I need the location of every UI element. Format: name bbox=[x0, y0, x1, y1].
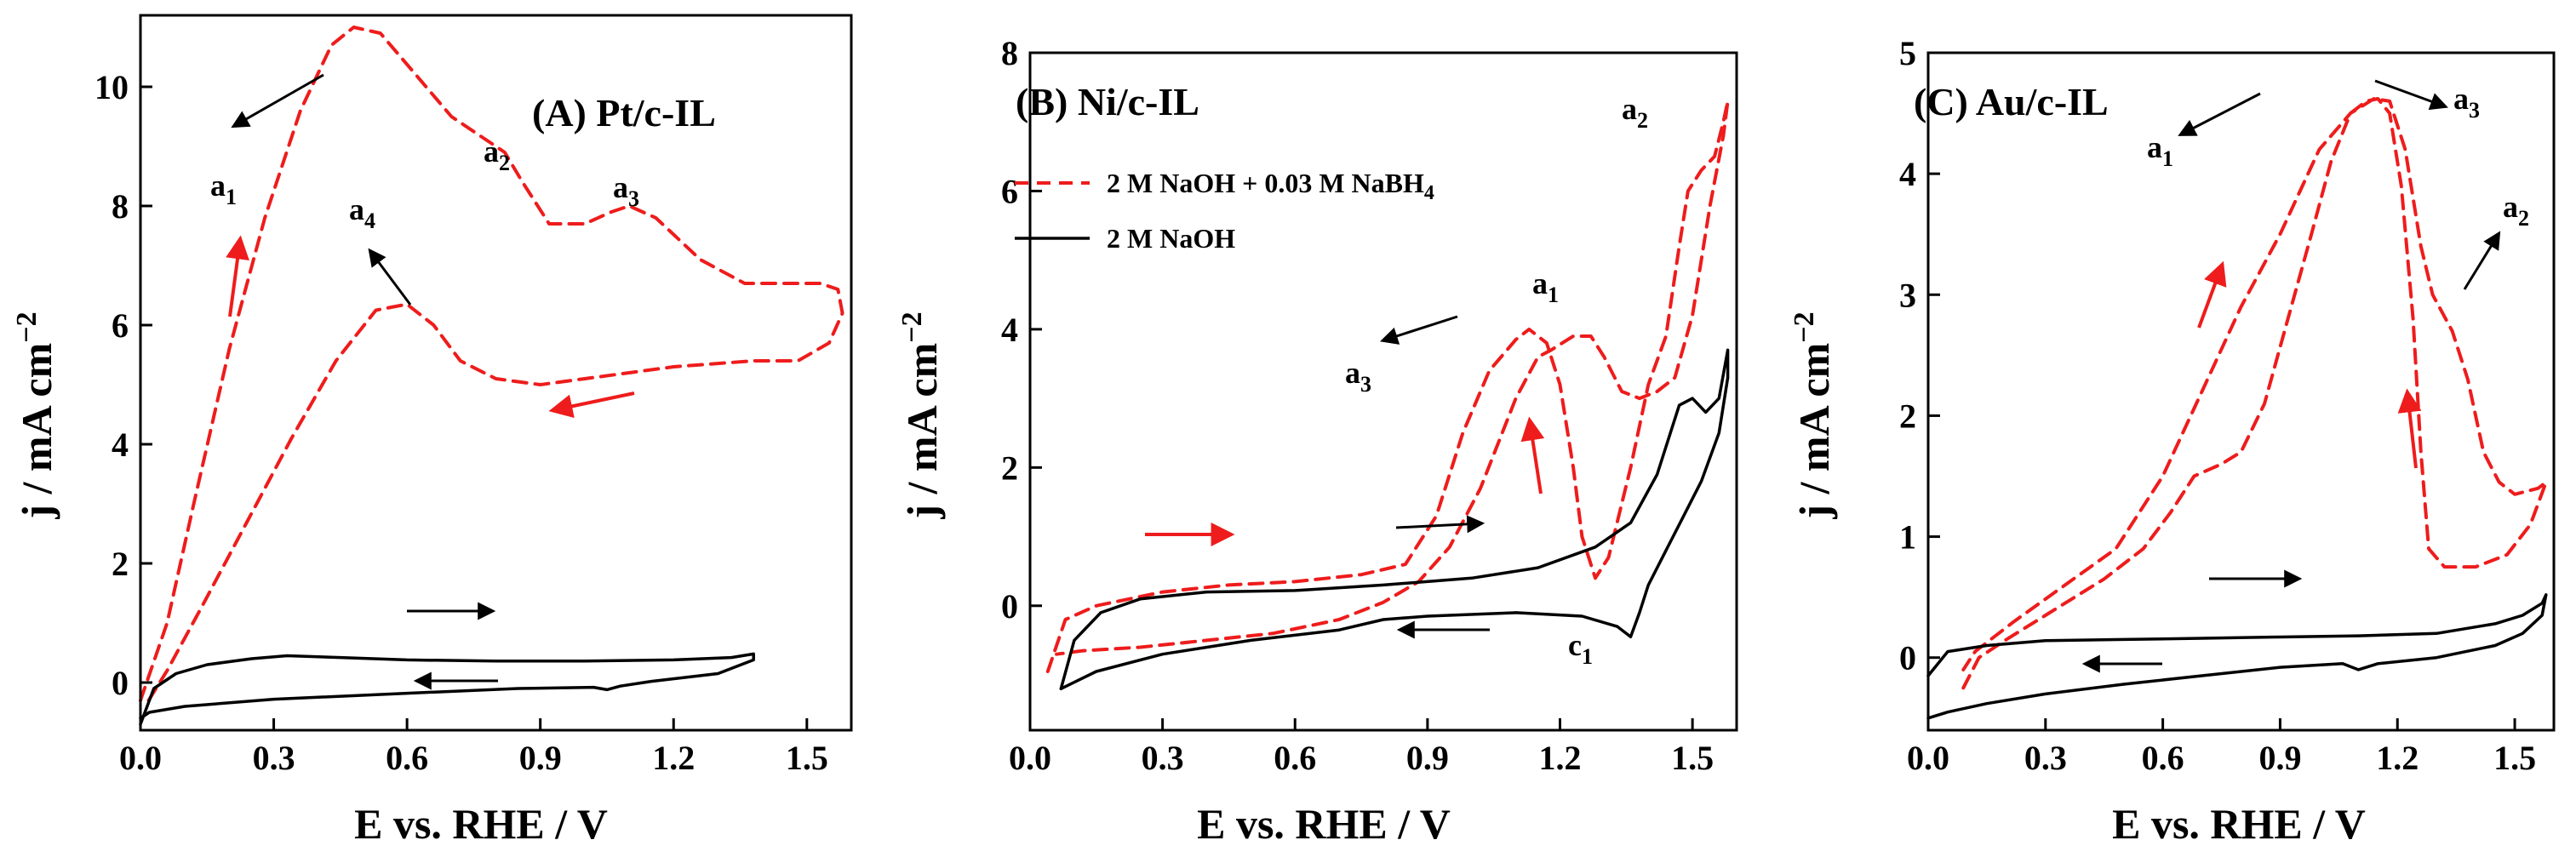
panel-c-series-black-cv bbox=[1926, 593, 2548, 720]
panel-c-x-tick-label: 0.9 bbox=[2258, 739, 2301, 777]
panel-c-label-a2: a2 bbox=[2503, 190, 2529, 231]
panel-a-label-a4: a4 bbox=[349, 192, 375, 233]
panel-a-arrow-a4 bbox=[368, 248, 412, 306]
panel-a-x-tick-label: 0.9 bbox=[519, 739, 562, 777]
panel-b-series-black-cv bbox=[1059, 348, 1730, 691]
panel-a-arrow-red-forward bbox=[226, 235, 249, 317]
panel-c-ylabel: j / mA cm−2 bbox=[1789, 311, 1838, 519]
panel-c-arrow-a1 bbox=[2178, 92, 2261, 136]
panel-c-x-tick-label: 0.6 bbox=[2142, 739, 2184, 777]
panel-c-arrow-red-forward bbox=[2197, 260, 2227, 329]
panel-b-title: (B) Ni/c-IL bbox=[1016, 80, 1199, 123]
panel-a-title: (A) Pt/c-IL bbox=[532, 91, 716, 134]
panel-c-label-a1: a1 bbox=[2147, 130, 2173, 171]
panel-c-y-tick-label: 2 bbox=[1899, 397, 1916, 435]
panel-c-x-tick-label: 1.5 bbox=[2493, 739, 2536, 777]
panel-a-x-tick-label: 1.2 bbox=[652, 739, 695, 777]
panel-a-y-tick-label: 8 bbox=[112, 187, 129, 226]
panel-b-legend: 2 M NaOH + 0.03 M NaBH4 2 M NaOH bbox=[1015, 168, 1434, 254]
panel-b-label-a2: a2 bbox=[1622, 92, 1648, 133]
panel-c-x-tick-label: 0.3 bbox=[2024, 739, 2067, 777]
panel-a-plot-frame bbox=[139, 14, 853, 732]
panel-b-series-red-cv bbox=[1045, 99, 1730, 673]
panel-c: j / mA cm−2 E vs. RHE / V 0.0 0.3 0.6 0.9 1.… bbox=[1789, 34, 2556, 848]
panel-a-x-tick-label: 0.3 bbox=[253, 739, 295, 777]
panel-b-plot-frame bbox=[1028, 51, 1738, 732]
panel-a: j / mA cm−2 E vs. RHE / V 0.0 0.3 0.6 0.9 1.… bbox=[11, 14, 853, 848]
panel-b-x-tick-label: 0.9 bbox=[1406, 739, 1449, 777]
panel-c-y-tick-label: 0 bbox=[1899, 639, 1916, 677]
panel-c-xlabel: E vs. RHE / V bbox=[2112, 800, 2366, 848]
panel-b-annotations: a1 a2 a3 c1 bbox=[1145, 92, 1648, 669]
panel-a-axes: 0.0 0.3 0.6 0.9 1.2 1.5 0 2 4 6 8 10 bbox=[94, 14, 853, 777]
panel-a-x-tick-label: 0.6 bbox=[386, 739, 428, 777]
panel-a-y-tick-label: 4 bbox=[112, 426, 129, 464]
panel-b-label-a1: a1 bbox=[1532, 266, 1559, 307]
panel-b-y-tick-label: 6 bbox=[1001, 172, 1018, 210]
panel-c-x-tick-label: 0.0 bbox=[1907, 739, 1949, 777]
panel-c-arrow-a3 bbox=[2374, 79, 2448, 111]
panel-c-axes: 0.0 0.3 0.6 0.9 1.2 1.5 0 1 2 3 4 5 bbox=[1899, 34, 2556, 777]
panel-c-y-tick-label: 4 bbox=[1899, 155, 1916, 193]
panel-a-y-tick-label: 10 bbox=[94, 68, 129, 106]
panel-a-label-a1: a1 bbox=[210, 169, 237, 209]
panel-a-arrow-a1 bbox=[231, 73, 324, 129]
panel-c-arrow-a2 bbox=[2463, 231, 2501, 290]
panel-a-y-tick-label: 0 bbox=[112, 664, 129, 702]
panel-a-x-tick-label: 1.5 bbox=[786, 739, 828, 777]
panel-a-label-a2: a2 bbox=[484, 134, 510, 175]
panel-a-ylabel: j / mA cm−2 bbox=[11, 311, 60, 519]
legend-label-red: 2 M NaOH + 0.03 M NaBH4 bbox=[1107, 168, 1434, 204]
panel-a-xlabel: E vs. RHE / V bbox=[354, 800, 608, 848]
panel-a-series-red-cv bbox=[139, 26, 844, 708]
panel-b-label-a3: a3 bbox=[1345, 356, 1371, 397]
panel-b-x-tick-label: 1.2 bbox=[1539, 739, 1582, 777]
panel-a-label-a3: a3 bbox=[613, 170, 639, 211]
panel-a-series-black-cv bbox=[139, 652, 755, 726]
panel-b-x-tick-label: 0.0 bbox=[1009, 739, 1051, 777]
panel-b-arrow-a3 bbox=[1380, 315, 1458, 345]
panel-b-x-tick-label: 0.6 bbox=[1274, 739, 1316, 777]
panel-b-xlabel: E vs. RHE / V bbox=[1197, 800, 1451, 848]
panel-b-ylabel: j / mA cm−2 bbox=[896, 311, 946, 519]
panel-c-title: (C) Au/c-IL bbox=[1914, 80, 2109, 123]
panel-b-y-tick-label: 8 bbox=[1001, 34, 1018, 72]
panel-b-y-tick-label: 4 bbox=[1001, 311, 1018, 349]
panel-a-x-tick-label: 0.0 bbox=[119, 739, 162, 777]
panel-c-y-tick-label: 3 bbox=[1899, 276, 1916, 314]
panel-b-arrow-red-up bbox=[1520, 416, 1545, 494]
panel-c-x-tick-label: 1.2 bbox=[2376, 739, 2419, 777]
panel-a-arrow-red-backward bbox=[548, 391, 635, 419]
panel-c-y-tick-label: 5 bbox=[1899, 34, 1916, 72]
panel-b-y-tick-label: 2 bbox=[1001, 448, 1018, 487]
panel-c-y-tick-label: 1 bbox=[1899, 518, 1916, 557]
panel-b-label-c1: c1 bbox=[1568, 628, 1593, 669]
panel-c-annotations: a1 a2 a3 bbox=[2081, 79, 2529, 673]
panel-c-plot-frame bbox=[1926, 51, 2556, 732]
legend-label-black: 2 M NaOH bbox=[1107, 223, 1235, 254]
panel-a-y-tick-label: 6 bbox=[112, 306, 129, 345]
panel-c-label-a3: a3 bbox=[2453, 82, 2480, 123]
panel-b-x-tick-label: 1.5 bbox=[1671, 739, 1714, 777]
panel-a-y-tick-label: 2 bbox=[112, 545, 129, 583]
panel-b-arrow-black-forward bbox=[1395, 515, 1485, 534]
panel-b: j / mA cm−2 E vs. RHE / V 0.0 0.3 0.6 0.9 1.… bbox=[896, 34, 1738, 848]
panel-b-axes: 0.0 0.3 0.6 0.9 1.2 1.5 0 2 4 6 8 bbox=[1001, 34, 1738, 777]
panel-c-series-red-cv bbox=[1961, 97, 2548, 690]
panel-a-annotations: a1 a2 a3 a4 bbox=[210, 73, 639, 690]
panel-b-x-tick-label: 0.3 bbox=[1142, 739, 1184, 777]
panel-b-y-tick-label: 0 bbox=[1001, 587, 1018, 626]
panel-c-arrow-red-up bbox=[2397, 388, 2422, 469]
